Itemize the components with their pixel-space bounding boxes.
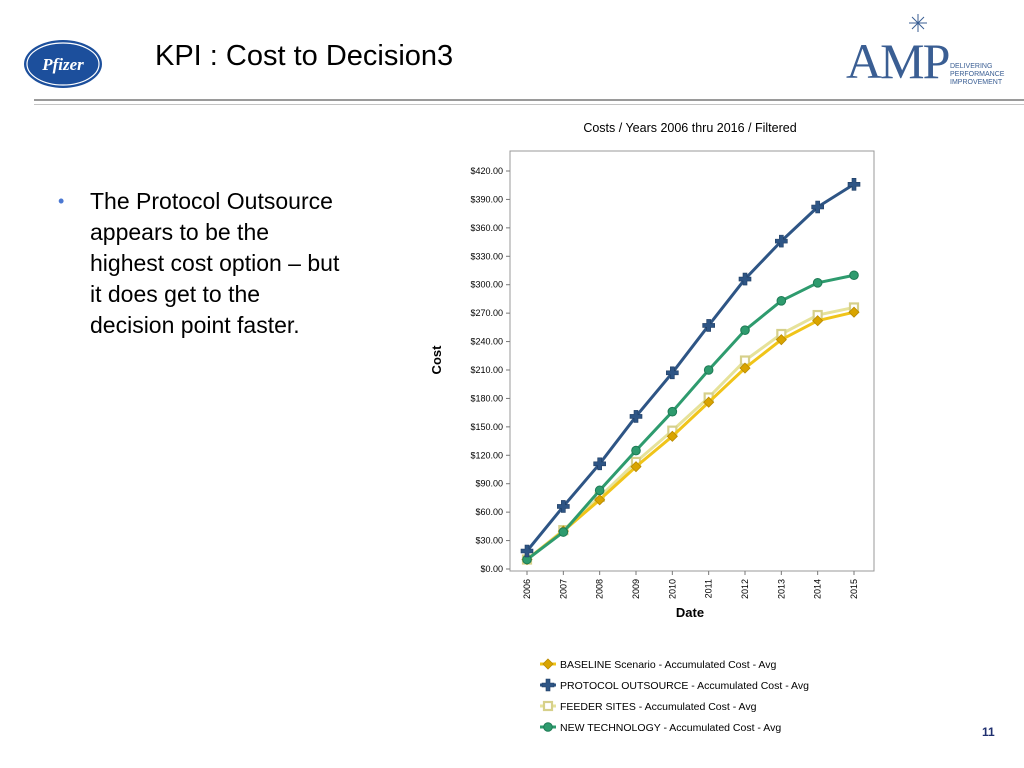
y-tick-label: $30.00 [475,536,503,546]
x-tick-label: 2009 [631,579,641,599]
x-tick-label: 2008 [595,579,605,599]
y-tick-label: $330.00 [470,251,503,261]
y-tick-label: $360.00 [470,223,503,233]
pfizer-logo-text: Pfizer [41,55,84,74]
data-point-new-technology [667,406,678,417]
x-tick-label: 2011 [704,579,714,598]
data-point-new-technology [812,278,823,288]
bullet-item: • The Protocol Outsource appears to be t… [58,186,358,341]
series-line-protocol-outsource [525,182,855,552]
page-number: 11 [982,725,995,739]
x-tick-label: 2015 [849,579,859,599]
amp-tagline-1: DELIVERING [950,63,992,70]
data-point-protocol-outsource [593,457,606,471]
data-point-baseline [775,334,787,346]
data-point-protocol-outsource [629,410,643,423]
data-point-baseline [630,461,642,473]
y-tick-label: $120.00 [470,450,503,460]
data-point-protocol-outsource [702,319,715,332]
amp-logo: AMP DELIVERING PERFORMANCE IMPROVEMENT [846,14,1005,89]
series-protocol-outsource [520,177,861,558]
bullet-dot-icon: • [58,191,65,211]
legend-label: FEEDER SITES - Accumulated Cost - Avg [560,701,757,713]
x-tick-label: 2013 [776,579,786,599]
legend-item-new-technology: NEW TECHNOLOGY - Accumulated Cost - Avg [540,722,781,734]
data-point-baseline [666,430,678,442]
data-point-new-technology [594,485,605,496]
x-tick-label: 2014 [813,579,823,599]
data-point-new-technology [776,296,787,306]
data-point-baseline [594,494,606,506]
data-point-new-technology [740,325,750,336]
x-tick-label: 2007 [558,579,568,599]
legend-marker [541,678,555,692]
data-point-protocol-outsource [666,366,679,380]
header-rule-secondary [34,104,1024,105]
data-point-protocol-outsource [775,234,788,248]
legend-marker [542,658,554,670]
series-new-technology [522,270,859,565]
y-tick-label: $150.00 [470,422,503,432]
legend-item-baseline: BASELINE Scenario - Accumulated Cost - A… [540,658,776,671]
y-tick-label: $240.00 [470,337,503,347]
x-tick-label: 2006 [522,579,532,599]
y-tick-label: $300.00 [470,280,503,290]
data-point-new-technology [849,270,859,281]
plot-area-frame [509,150,875,572]
amp-tagline-2: PERFORMANCE [950,71,1005,78]
data-point-new-technology [703,365,714,375]
y-tick-label: $0.00 [480,564,503,574]
bullet-text: The Protocol Outsource appears to be the… [90,188,340,338]
legend-marker [542,700,554,712]
legend-marker [543,722,553,732]
data-point-protocol-outsource [811,200,824,214]
x-axis-title: Date [676,605,704,620]
starburst-icon [909,14,927,32]
amp-tagline-3: IMPROVEMENT [950,79,1003,86]
pfizer-logo: Pfizer [24,40,102,88]
data-point-baseline [848,306,860,318]
y-axis-title: Cost [429,345,444,375]
legend-label: NEW TECHNOLOGY - Accumulated Cost - Avg [560,722,781,734]
legend-item-feeder-sites: FEEDER SITES - Accumulated Cost - Avg [540,700,757,713]
x-tick-label: 2010 [667,579,677,599]
data-point-new-technology [558,527,569,537]
y-tick-label: $270.00 [470,308,503,318]
slide-title: KPI : Cost to Decision3 [155,40,454,72]
amp-logo-text: AMP [846,33,949,89]
series-line-new-technology [526,273,855,561]
y-tick-label: $180.00 [470,393,503,403]
y-tick-label: $420.00 [470,166,503,176]
y-tick-label: $210.00 [470,365,503,375]
y-tick-label: $60.00 [475,507,503,517]
legend-label: BASELINE Scenario - Accumulated Cost - A… [560,659,776,671]
data-point-baseline [703,396,715,408]
data-point-protocol-outsource [520,544,534,558]
header-rule [34,99,1024,101]
chart-title: Costs / Years 2006 thru 2016 / Filtered [583,121,796,135]
data-point-new-technology [631,445,641,456]
y-tick-label: $90.00 [475,479,503,489]
data-point-baseline [812,315,824,327]
x-tick-label: 2012 [740,579,750,599]
data-point-protocol-outsource [557,500,570,513]
series-line-baseline [526,310,855,561]
legend-item-protocol-outsource: PROTOCOL OUTSOURCE - Accumulated Cost - … [540,678,809,692]
legend-label: PROTOCOL OUTSOURCE - Accumulated Cost - … [560,680,809,692]
data-point-baseline [739,362,751,374]
data-point-protocol-outsource [738,272,752,286]
data-point-protocol-outsource [847,177,861,191]
y-tick-label: $390.00 [470,194,503,204]
